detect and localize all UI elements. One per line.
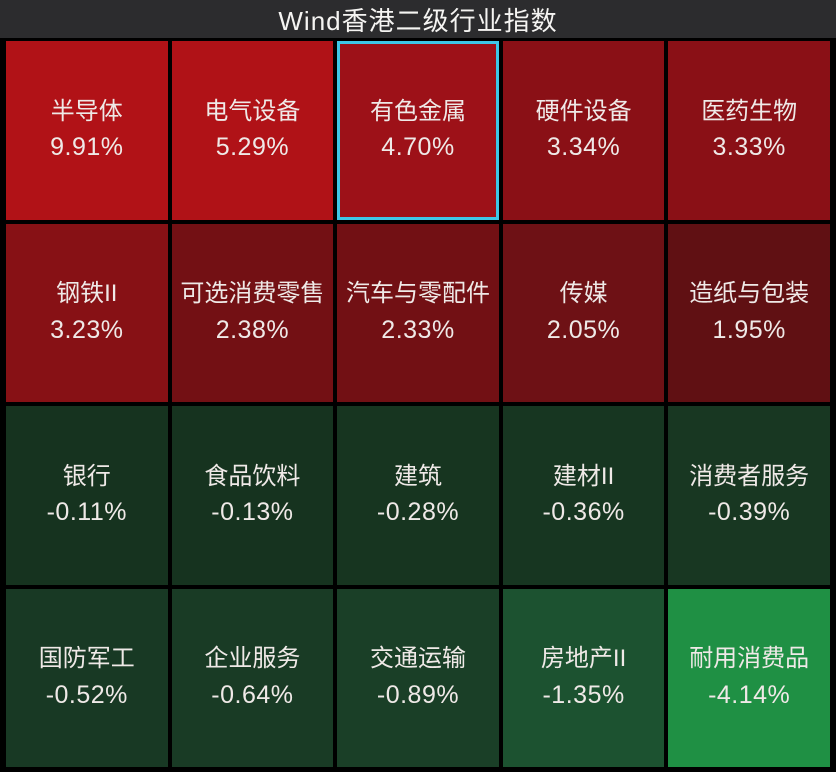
sector-tile-12[interactable]: 食品饮料 -0.13% bbox=[171, 406, 334, 585]
sector-change-value: -0.89% bbox=[376, 680, 460, 709]
sector-name: 电气设备 bbox=[204, 97, 301, 125]
sector-change-value: 3.23% bbox=[50, 315, 124, 344]
sector-tile-20[interactable]: 耐用消费品 -4.14% bbox=[668, 588, 830, 767]
sector-change-value: 2.05% bbox=[546, 315, 621, 344]
sector-tile-5[interactable]: 医药生物 3.33% bbox=[668, 41, 830, 220]
sector-heatmap-grid: 半导体 9.91% 电气设备 5.29% 有色金属 4.70% 硬件设备 3.34% 医药生物 3… bbox=[0, 38, 836, 772]
sector-change-value: 3.33% bbox=[712, 133, 786, 162]
sector-tile-3[interactable]: 有色金属 4.70% bbox=[337, 41, 499, 220]
sector-name: 建材II bbox=[552, 462, 615, 490]
sector-tile-10[interactable]: 造纸与包装 1.95% bbox=[668, 223, 830, 402]
sector-change-value: 3.34% bbox=[546, 133, 621, 162]
sector-name: 医药生物 bbox=[701, 97, 798, 125]
sector-tile-13[interactable]: 建筑 -0.28% bbox=[337, 406, 499, 585]
sector-name: 消费者服务 bbox=[689, 462, 810, 490]
sector-tile-4[interactable]: 硬件设备 3.34% bbox=[502, 41, 665, 220]
sector-change-value: -0.36% bbox=[542, 498, 625, 527]
sector-name: 耐用消费品 bbox=[689, 645, 810, 673]
sector-tile-8[interactable]: 汽车与零配件 2.33% bbox=[337, 223, 499, 402]
sector-name: 建筑 bbox=[393, 462, 442, 490]
sector-name: 半导体 bbox=[50, 97, 123, 125]
sector-tile-2[interactable]: 电气设备 5.29% bbox=[171, 41, 334, 220]
sector-tile-11[interactable]: 银行 -0.11% bbox=[6, 406, 168, 585]
sector-name: 硬件设备 bbox=[535, 97, 632, 125]
sector-tile-6[interactable]: 钢铁II 3.23% bbox=[6, 223, 168, 402]
sector-name: 钢铁II bbox=[56, 280, 118, 308]
sector-change-value: -0.39% bbox=[708, 498, 791, 527]
sector-tile-1[interactable]: 半导体 9.91% bbox=[6, 41, 168, 220]
sector-change-value: 1.95% bbox=[712, 315, 786, 344]
sector-change-value: 5.29% bbox=[215, 133, 290, 162]
sector-name: 造纸与包装 bbox=[689, 280, 810, 308]
sector-name: 交通运输 bbox=[369, 645, 466, 673]
sector-tile-14[interactable]: 建材II -0.36% bbox=[502, 406, 665, 585]
sector-change-value: -0.13% bbox=[211, 498, 294, 527]
sector-name: 传媒 bbox=[559, 280, 608, 308]
sector-tile-15[interactable]: 消费者服务 -0.39% bbox=[668, 406, 830, 585]
sector-name: 房地产II bbox=[540, 645, 627, 673]
sector-name: 食品饮料 bbox=[204, 462, 301, 490]
sector-change-value: -0.64% bbox=[211, 680, 294, 709]
sector-name: 可选消费零售 bbox=[180, 280, 325, 308]
sector-change-value: 9.91% bbox=[50, 133, 124, 162]
sector-name: 企业服务 bbox=[204, 645, 301, 673]
sector-name: 国防军工 bbox=[38, 645, 135, 673]
sector-change-value: 4.70% bbox=[381, 133, 455, 162]
sector-tile-7[interactable]: 可选消费零售 2.38% bbox=[171, 223, 334, 402]
sector-change-value: -0.52% bbox=[45, 680, 128, 709]
sector-tile-17[interactable]: 企业服务 -0.64% bbox=[171, 588, 334, 767]
sector-name: 银行 bbox=[62, 462, 111, 490]
sector-tile-18[interactable]: 交通运输 -0.89% bbox=[337, 588, 499, 767]
sector-change-value: 2.33% bbox=[381, 315, 455, 344]
sector-change-value: -0.28% bbox=[376, 498, 460, 527]
chart-title-bar: Wind香港二级行业指数 bbox=[0, 0, 836, 38]
sector-change-value: -4.14% bbox=[708, 680, 791, 709]
sector-name: 有色金属 bbox=[369, 97, 466, 125]
sector-name: 汽车与零配件 bbox=[345, 280, 490, 308]
sector-change-value: -0.11% bbox=[46, 498, 127, 527]
sector-tile-9[interactable]: 传媒 2.05% bbox=[502, 223, 665, 402]
sector-tile-19[interactable]: 房地产II -1.35% bbox=[502, 588, 665, 767]
chart-title: Wind香港二级行业指数 bbox=[278, 5, 558, 36]
sector-change-value: -1.35% bbox=[542, 680, 625, 709]
sector-tile-16[interactable]: 国防军工 -0.52% bbox=[6, 588, 168, 767]
sector-change-value: 2.38% bbox=[215, 315, 290, 344]
